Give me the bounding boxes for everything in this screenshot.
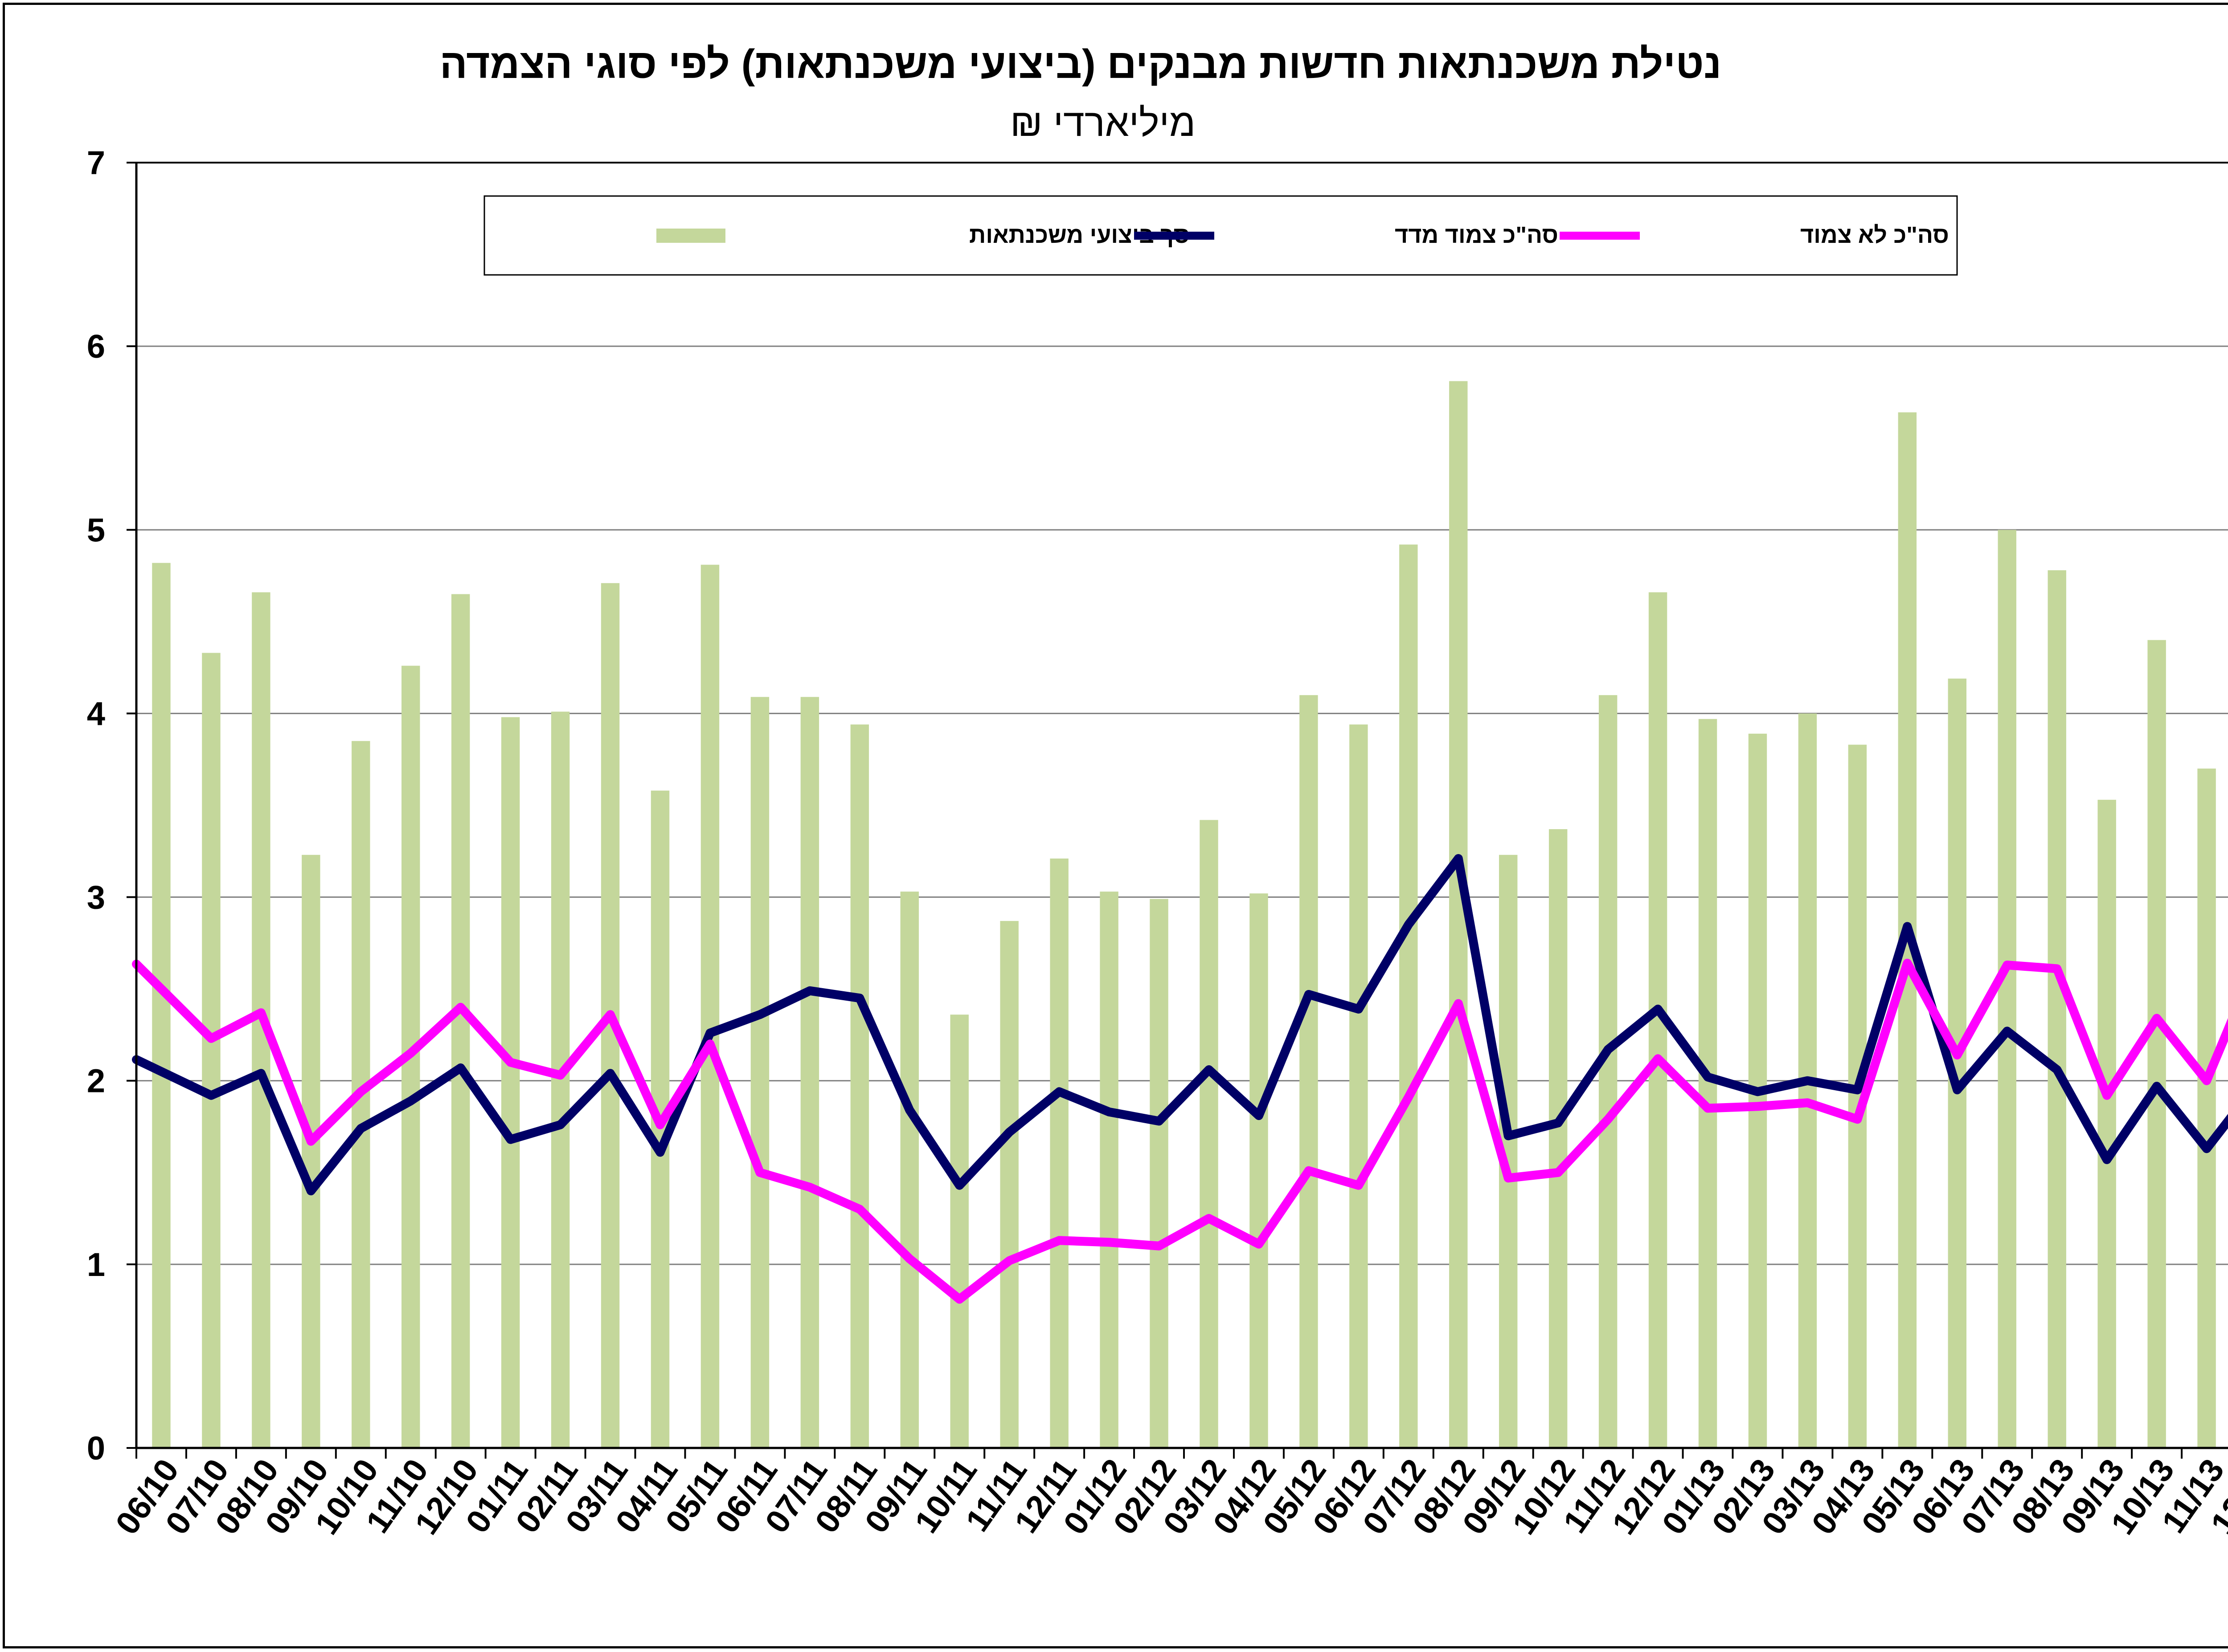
legend-swatch-total <box>656 229 725 243</box>
bar <box>950 1014 969 1448</box>
bar <box>2147 640 2166 1448</box>
legend: סך ביצועי משכנתאות סה"כ צמוד מדד סה"כ לא… <box>483 195 1958 276</box>
bar <box>850 724 869 1448</box>
series-line-cpi <box>132 854 2228 1195</box>
bar <box>1150 899 1168 1448</box>
bar <box>700 564 720 1448</box>
bar <box>750 697 770 1448</box>
bar <box>900 891 919 1448</box>
bar <box>501 717 520 1448</box>
bar <box>152 563 171 1448</box>
y-tick-label: 2 <box>87 1063 105 1100</box>
bar <box>1998 530 2016 1448</box>
bar <box>2197 769 2216 1448</box>
y-tick-label: 1 <box>87 1246 105 1283</box>
y-axis-ticks: 0 1 2 3 4 5 6 7 <box>87 144 136 1467</box>
bar <box>800 697 819 1448</box>
chart-title: נטילת משכנתאות חדשות מבנקים (ביצועי משכנ… <box>440 41 1722 87</box>
bar <box>1349 724 1368 1448</box>
bar <box>2097 800 2116 1448</box>
bar <box>1598 695 1618 1448</box>
bar <box>551 712 570 1448</box>
y-tick-label: 5 <box>87 511 105 548</box>
series-line-nonindexed <box>132 958 2228 1304</box>
bar <box>1100 891 1118 1448</box>
bar <box>1249 893 1268 1448</box>
bar <box>302 855 320 1448</box>
y-tick-label: 7 <box>87 144 105 181</box>
line-series <box>132 854 2228 1304</box>
bar <box>1200 820 1218 1448</box>
bar <box>202 653 221 1448</box>
bar <box>1399 544 1418 1448</box>
bar <box>2048 570 2066 1448</box>
legend-label-cpi: סה"כ צמוד מדד <box>1395 222 1558 248</box>
y-tick-label: 4 <box>87 695 105 732</box>
legend-label-nonindexed: סה"כ לא צמוד <box>1800 222 1949 248</box>
bar <box>1000 921 1019 1448</box>
bar <box>451 594 470 1448</box>
bar <box>1299 695 1318 1448</box>
y-tick-label: 6 <box>87 328 105 365</box>
axes <box>135 163 2228 1449</box>
bar-series <box>152 381 2216 1448</box>
chart-subtitle: מיליארדי ₪ <box>1010 102 1196 144</box>
bar <box>1050 859 1069 1448</box>
chart-frame <box>3 3 2228 1648</box>
bar <box>1548 829 1568 1448</box>
y-tick-label: 3 <box>87 879 105 916</box>
x-axis-ticks: 06/1007/1008/1009/1010/1011/1012/1001/11… <box>108 1448 2228 1541</box>
legend-box <box>483 195 1958 276</box>
y-tick-label: 0 <box>87 1430 105 1467</box>
